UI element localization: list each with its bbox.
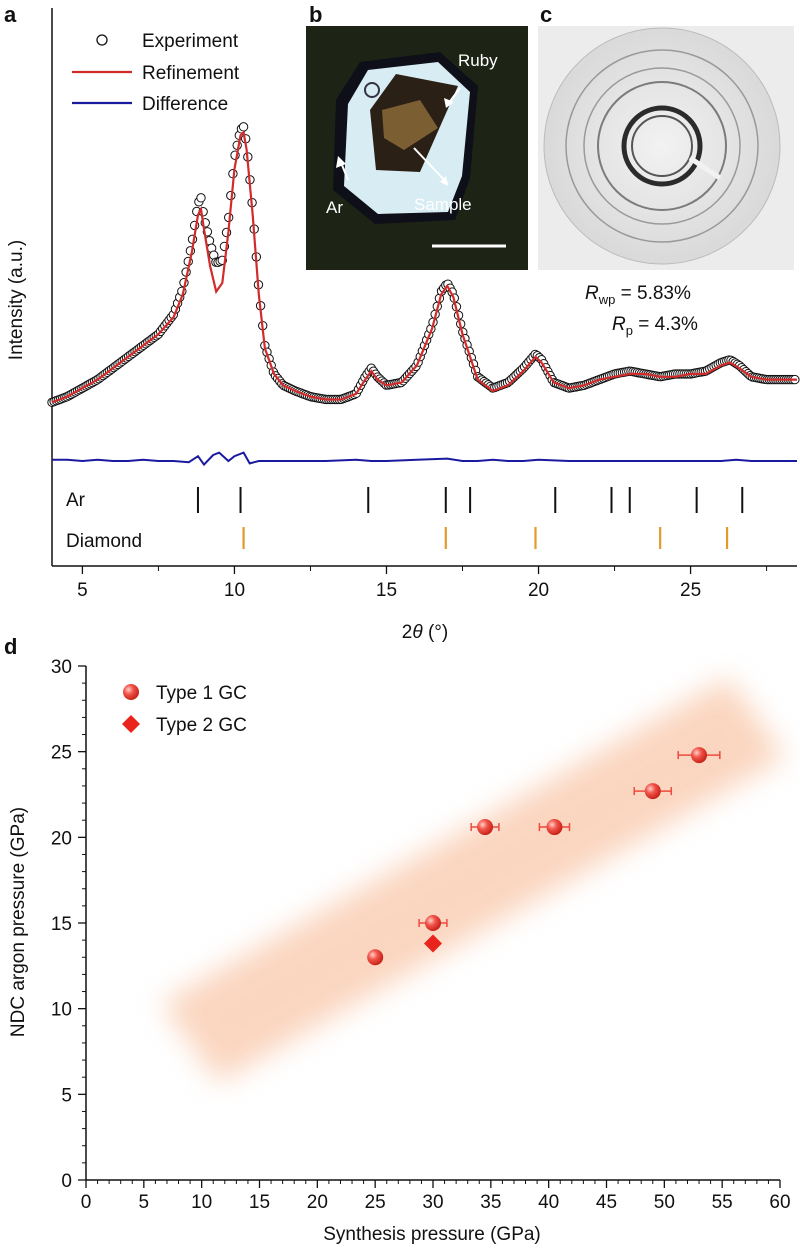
label-ruby: Ruby xyxy=(458,51,498,70)
reflection-label-ar: Ar xyxy=(66,490,86,511)
panel-d-x-label: Synthesis pressure (GPa) xyxy=(323,1224,541,1245)
detector-disk xyxy=(543,27,781,265)
panel-d-y-label: NDC argon pressure (GPa) xyxy=(8,807,29,1037)
arrow-sample-head xyxy=(440,176,448,186)
panel-letter-a: a xyxy=(4,2,17,27)
panel-letter-b: b xyxy=(309,2,322,27)
panel-a-legend: Experiment Refinement Difference xyxy=(72,31,240,115)
panel-letter-c: c xyxy=(540,2,552,27)
x-tick-label-5: 5 xyxy=(77,580,88,601)
rwp-stat: Rwp = 5.83% xyxy=(585,283,691,307)
ring-2 xyxy=(597,81,727,211)
x-tick-label-45: 45 xyxy=(596,1192,617,1213)
ring-inner xyxy=(631,115,693,177)
panel-c-diffraction-image: c Rwp = 5.83% Rp = 4.3% xyxy=(538,2,794,338)
y-tick-label-20: 20 xyxy=(51,828,72,849)
type1-point xyxy=(367,949,384,966)
y-tick-label-10: 10 xyxy=(51,1000,72,1021)
panel-d-legend: Type 1 GC Type 2 GC xyxy=(122,683,247,736)
panel-letter-d: d xyxy=(4,634,17,659)
rp-value: = 4.3% xyxy=(633,314,698,335)
x-tick-label-20: 20 xyxy=(528,580,549,601)
experiment-point xyxy=(196,193,206,203)
experiment-point xyxy=(238,122,249,132)
panel-d-points xyxy=(367,747,721,966)
beamstop-shadow xyxy=(688,155,722,181)
rp-sub: p xyxy=(626,323,633,338)
type1-point xyxy=(425,915,441,931)
x-tick-label-10: 10 xyxy=(224,580,245,601)
rwp-sub: wp xyxy=(598,292,616,307)
x-tick-label-5: 5 xyxy=(139,1192,150,1213)
type1-point xyxy=(546,819,563,836)
y-tick-label-5: 5 xyxy=(61,1085,72,1106)
y-tick-label-30: 30 xyxy=(51,657,72,678)
type1-point xyxy=(644,783,661,800)
x-tick-label-15: 15 xyxy=(376,580,397,601)
arrow-ruby-head xyxy=(444,98,454,108)
y-tick-label-25: 25 xyxy=(51,743,72,764)
rwp-r: R xyxy=(585,283,599,304)
x-tick-label-15: 15 xyxy=(249,1192,270,1213)
trend-band xyxy=(162,677,785,1083)
panel-d-pressure-scatter: d 0 5 10 15 20 25 30 35 40 45 50 55 60 0 5 10 15 20 25 30 S… xyxy=(4,634,791,1245)
x-tick-label-60: 60 xyxy=(769,1192,790,1213)
x-tick-label-0: 0 xyxy=(81,1192,92,1213)
sample-texture xyxy=(382,100,438,150)
difference-line xyxy=(52,451,797,467)
ring-inner-strong xyxy=(621,105,703,187)
rp-r: R xyxy=(612,314,626,335)
legend-type2-label: Type 2 GC xyxy=(156,715,247,736)
panel-d-ticks: 0 5 10 15 20 25 30 35 40 45 50 55 60 0 5 10 15 20 25 30 xyxy=(51,657,791,1213)
panel-a-xrd-pattern: a 5 10 15 20 25 Intensity (a.u.) 2θ (°) Expe… xyxy=(4,2,800,643)
label-sample: Sample xyxy=(414,195,472,214)
legend-type1-marker xyxy=(123,684,139,700)
legend-experiment-marker xyxy=(96,34,108,46)
panel-a-x-ticks: 5 10 15 20 25 xyxy=(77,566,768,601)
arrow-ar-head xyxy=(336,156,346,168)
x-tick-label-20: 20 xyxy=(307,1192,328,1213)
x-label-theta: θ xyxy=(412,622,423,643)
type1-point xyxy=(691,747,708,764)
label-ar: Ar xyxy=(326,198,343,217)
legend-difference-label: Difference xyxy=(142,94,228,115)
panel-a-reflection-ticks xyxy=(196,487,744,549)
x-tick-label-35: 35 xyxy=(480,1192,501,1213)
arrow-sample xyxy=(413,147,449,185)
refinement-line xyxy=(51,130,797,404)
trend-band-shape xyxy=(162,677,785,1083)
y-tick-label-15: 15 xyxy=(51,914,72,935)
panel-a-y-label: Intensity (a.u.) xyxy=(6,240,27,360)
rwp-value: = 5.83% xyxy=(615,283,691,304)
x-label-suffix: (°) xyxy=(423,622,449,643)
panel-b-sample-photo: b Ruby Ar Sample xyxy=(306,2,528,270)
type2-point xyxy=(424,934,442,953)
legend-experiment-label: Experiment xyxy=(142,31,239,52)
ring-3 xyxy=(583,67,741,225)
rp-stat: Rp = 4.3% xyxy=(612,314,698,338)
x-tick-label-40: 40 xyxy=(538,1192,559,1213)
x-tick-label-30: 30 xyxy=(422,1192,443,1213)
x-tick-label-50: 50 xyxy=(654,1192,675,1213)
x-tick-label-55: 55 xyxy=(712,1192,733,1213)
legend-type1-label: Type 1 GC xyxy=(156,683,247,704)
ruby-sphere xyxy=(364,82,380,98)
x-label-prefix: 2 xyxy=(402,622,413,643)
panel-a-x-label: 2θ (°) xyxy=(402,622,448,643)
legend-refinement-label: Refinement xyxy=(142,63,240,84)
legend-type2-marker xyxy=(122,715,140,733)
y-tick-label-0: 0 xyxy=(61,1171,72,1192)
x-tick-label-25: 25 xyxy=(680,580,701,601)
type1-point xyxy=(477,819,494,836)
x-tick-label-10: 10 xyxy=(191,1192,212,1213)
ring-outer xyxy=(565,49,759,243)
reflection-label-diamond: Diamond xyxy=(66,531,142,552)
x-tick-label-25: 25 xyxy=(365,1192,386,1213)
panel-a-curves xyxy=(47,122,800,467)
